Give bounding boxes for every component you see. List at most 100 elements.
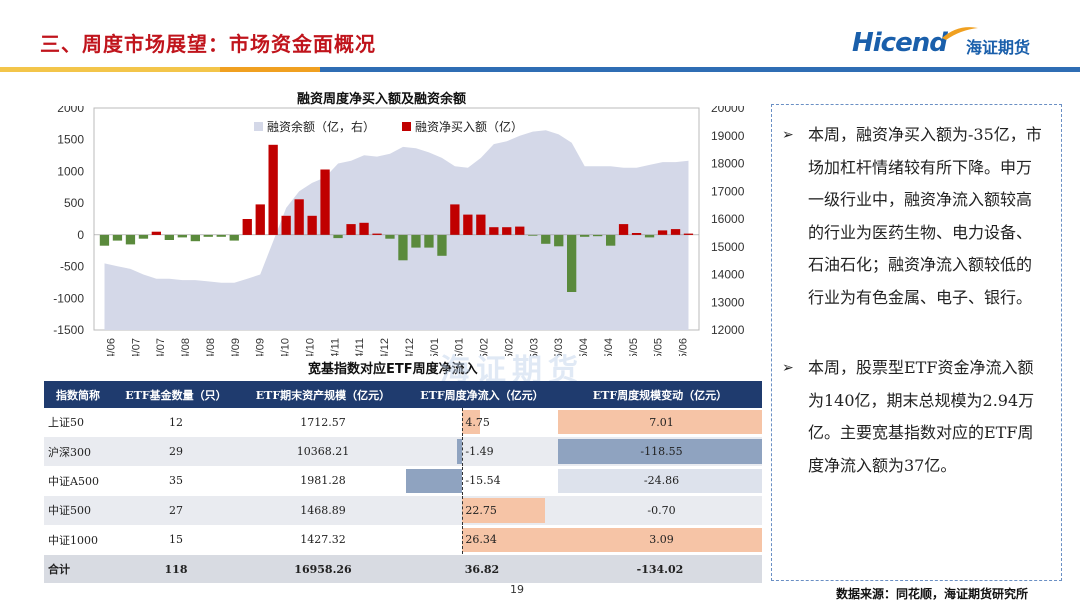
left-axis-tick-label: -500 — [60, 260, 84, 274]
table-row: 中证500 27 1468.89 22.75 -0.70 — [44, 495, 762, 526]
net-buy-bar — [112, 234, 123, 241]
logo-en-text: Hicend — [852, 28, 948, 58]
x-axis-tick-label: 25/03 — [553, 338, 565, 356]
scale-change-value: 7.01 — [649, 415, 674, 429]
x-axis-tick-label: 24/10 — [280, 338, 292, 356]
net-buy-bar — [203, 234, 213, 237]
commentary-item: ➢ 本周，融资净买入额为-35亿，市场加杠杆情绪较有所下降。申万一级行业中，融资… — [782, 119, 1044, 314]
right-axis-tick-label: 18000 — [711, 157, 745, 171]
left-axis-tick-label: 500 — [64, 196, 84, 210]
net-buy-bar — [463, 214, 473, 235]
net-buy-bar — [320, 169, 330, 235]
left-axis-tick-label: -1000 — [53, 291, 84, 305]
scale-change-cell: -0.70 — [558, 495, 762, 526]
right-axis-tick-label: 19000 — [711, 129, 745, 143]
fund-count-cell: 12 — [112, 408, 240, 438]
net-buy-bar — [541, 234, 551, 244]
right-axis-tick-label: 13000 — [711, 295, 745, 309]
right-axis-tick-label: 12000 — [711, 323, 745, 337]
net-inflow-bar — [456, 439, 463, 464]
x-axis-tick-label: 25/03 — [528, 338, 540, 356]
net-buy-bar — [631, 233, 642, 235]
x-axis-tick-label: 24/12 — [379, 338, 391, 356]
x-axis-tick-label: 24/09 — [255, 338, 267, 356]
net-buy-bar — [229, 234, 239, 241]
net-buy-bar — [359, 222, 369, 235]
net-inflow-value: -1.49 — [465, 445, 494, 459]
net-buy-bar — [125, 234, 136, 245]
right-axis-tick-label: 15000 — [711, 240, 745, 254]
net-buy-bar — [307, 215, 317, 235]
scale-change-cell: -24.86 — [558, 466, 762, 497]
asset-size-cell: 1712.57 — [240, 408, 406, 438]
asset-size-cell: 1981.28 — [240, 466, 406, 497]
x-axis-tick-label: 25/05 — [653, 338, 665, 356]
net-buy-bar — [554, 234, 564, 247]
x-axis-tick-label: 25/01 — [454, 338, 466, 356]
commentary-text: 本周，股票型ETF资金净流入额为140亿，期末总规模为2.94万亿。主要宽基指数… — [808, 358, 1035, 475]
x-axis-tick-label: 24/07 — [130, 338, 142, 356]
total-net-inflow-cell: 36.82 — [406, 554, 558, 585]
net-buy-bar — [580, 234, 590, 237]
margin-balance-area — [104, 130, 689, 330]
zero-axis-line — [462, 525, 464, 554]
net-buy-bar — [489, 227, 499, 235]
net-buy-bar — [618, 224, 629, 235]
net-buy-bar — [502, 227, 512, 235]
company-logo: Hicend 海证期货 — [852, 18, 1062, 68]
x-axis-tick-label: 24/11 — [329, 338, 341, 356]
arrow-bullet-icon: ➢ — [782, 360, 794, 376]
net-buy-bar — [346, 224, 356, 235]
header-stripe-blue — [320, 67, 1080, 72]
net-buy-bar — [515, 226, 525, 235]
x-axis-tick-label: 24/06 — [105, 338, 117, 356]
x-axis-tick-label: 25/04 — [578, 338, 590, 356]
x-axis-tick-label: 25/04 — [603, 338, 615, 356]
net-inflow-bar — [462, 498, 545, 523]
margin-chart-title: 融资周度净买入额及融资余额 — [297, 92, 467, 107]
net-inflow-cell: -15.54 — [406, 466, 558, 497]
right-axis-tick-label: 16000 — [711, 212, 745, 226]
scale-change-value: 3.09 — [649, 533, 674, 547]
column-header: 指数简称 — [44, 381, 112, 408]
x-axis-tick-label: 25/02 — [479, 338, 491, 356]
net-buy-bar — [424, 234, 434, 248]
arrow-bullet-icon: ➢ — [782, 127, 794, 143]
legend-label: 融资余额（亿，右） — [267, 119, 375, 134]
header-stripe-orange — [220, 67, 320, 72]
net-inflow-cell: 4.75 — [406, 408, 558, 438]
etf-table-title: 宽基指数对应ETF周度净流入 — [308, 362, 478, 377]
net-buy-bar — [437, 234, 447, 256]
page-title: 三、周度市场展望：市场资金面概况 — [40, 32, 376, 56]
table-header-row: 指数简称 ETF基金数量（只） ETF期末资产规模（亿元） ETF周度净流入（亿… — [44, 381, 762, 408]
scale-change-bar — [558, 410, 762, 435]
asset-size-cell: 1468.89 — [240, 495, 406, 526]
net-buy-bar — [670, 229, 681, 235]
left-axis-tick-label: -1500 — [53, 323, 84, 337]
header-stripe-yellow — [0, 67, 220, 72]
column-header: ETF期末资产规模（亿元） — [240, 381, 406, 408]
page-number: 19 — [510, 583, 524, 596]
scale-change-bar — [558, 498, 562, 522]
scale-change-bar — [558, 468, 762, 494]
right-axis-tick-label: 17000 — [711, 184, 745, 198]
net-buy-bar — [268, 144, 278, 235]
total-scale-change-cell: -134.02 — [558, 554, 762, 585]
net-buy-bar — [190, 234, 200, 242]
index-name-cell: 中证1000 — [44, 525, 112, 555]
net-buy-bar — [683, 233, 694, 235]
net-inflow-value: 26.34 — [465, 533, 497, 547]
commentary-box: ➢ 本周，融资净买入额为-35亿，市场加杠杆情绪较有所下降。申万一级行业中，融资… — [771, 104, 1062, 581]
scale-change-bar — [558, 439, 762, 464]
scale-change-bar — [558, 527, 762, 552]
scale-change-value: -24.86 — [643, 474, 680, 488]
legend-swatch-netbuy — [402, 122, 411, 131]
net-inflow-bar — [462, 410, 480, 435]
net-buy-bar — [138, 234, 149, 239]
index-name-cell: 沪深300 — [44, 436, 112, 467]
x-axis-tick-label: 25/05 — [628, 338, 640, 356]
fund-count-cell: 29 — [112, 436, 240, 467]
left-axis-tick-label: 1500 — [57, 133, 84, 147]
x-axis-tick-label: 25/06 — [678, 338, 690, 356]
net-buy-bar — [242, 219, 252, 235]
